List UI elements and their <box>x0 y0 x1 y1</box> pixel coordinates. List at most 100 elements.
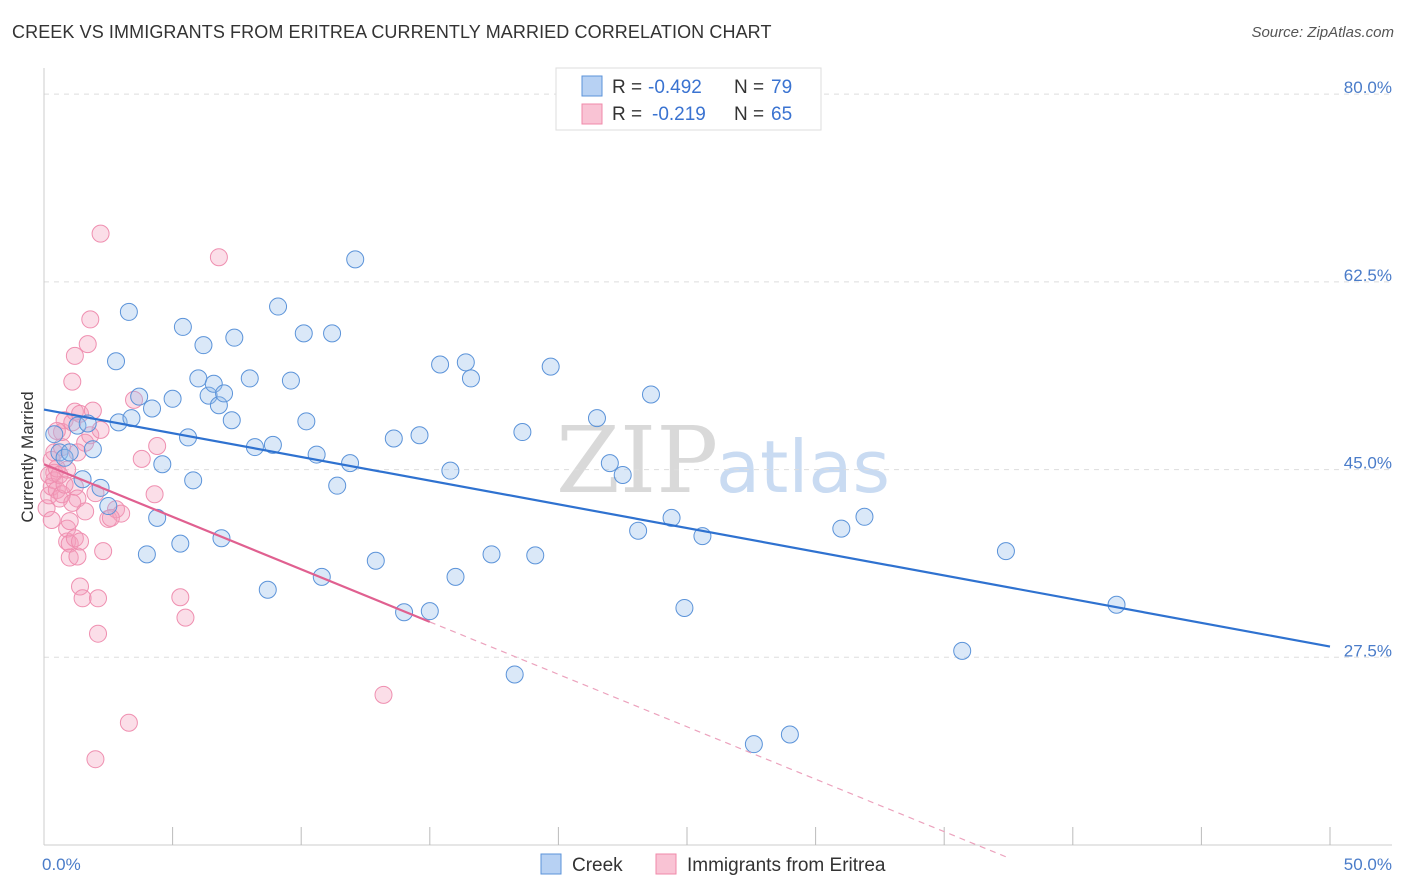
creek-point-61 <box>541 357 560 376</box>
creek-point-53 <box>441 461 460 480</box>
eritrea-point-21 <box>60 512 79 531</box>
creek-point-2 <box>55 448 74 467</box>
eritrea-point-22 <box>63 372 82 391</box>
creek-point-48 <box>384 429 403 448</box>
creek-point-57 <box>482 545 501 564</box>
creek-point-66 <box>641 385 660 404</box>
eritrea-point-35 <box>76 502 95 521</box>
eritrea-point-29 <box>68 547 87 566</box>
creek-point-55 <box>456 353 475 372</box>
creek-point-67 <box>662 508 681 527</box>
x-tick-labels: 0.0% 50.0% <box>42 855 1392 874</box>
eritrea-point-57 <box>86 750 105 769</box>
source-label: Source: ZipAtlas.com <box>1251 24 1394 41</box>
creek-point-37 <box>269 297 288 316</box>
chart-title: CREEK VS IMMIGRANTS FROM ERITREA CURRENT… <box>12 22 772 42</box>
y-axis-label: Currently Married <box>18 391 37 522</box>
eritrea-point-58 <box>374 685 393 704</box>
eritrea-trend-line <box>43 463 431 623</box>
creek-point-58 <box>505 665 524 684</box>
eritrea-point-31 <box>71 532 90 551</box>
eritrea-point-24 <box>65 346 84 365</box>
eritrea-point-59 <box>63 493 82 512</box>
creek-point-60 <box>526 546 545 565</box>
eritrea-point-51 <box>132 449 151 468</box>
creek-point-46 <box>346 250 365 269</box>
creek-point-14 <box>130 387 149 406</box>
x-tick-label-1: 50.0% <box>1344 855 1392 874</box>
creek-point-54 <box>446 567 465 586</box>
eritrea-point-45 <box>94 542 113 561</box>
eritrea-point-56 <box>209 248 228 267</box>
creek-point-63 <box>600 454 619 473</box>
creek-point-23 <box>184 471 203 490</box>
eritrea-point-50 <box>125 390 144 409</box>
eritrea-point-53 <box>148 436 167 455</box>
creek-point-74 <box>953 641 972 660</box>
creek-point-40 <box>297 412 316 431</box>
legend-r-value-eritrea: -0.219 <box>652 104 706 125</box>
creek-point-45 <box>341 454 360 473</box>
bottom-legend-eritrea: Immigrants from Eritrea <box>687 855 886 876</box>
watermark: ZIP atlas <box>556 407 890 514</box>
eritrea-point-52 <box>145 485 164 504</box>
trend-lines <box>43 408 1331 859</box>
creek-point-43 <box>323 324 342 343</box>
bottom-legend-swatch-creek <box>540 853 562 875</box>
creek-point-16 <box>143 399 162 418</box>
creek-point-56 <box>461 369 480 388</box>
creek-point-25 <box>194 336 213 355</box>
legend-n-label-eritrea: N = <box>734 104 764 125</box>
creek-point-9 <box>99 497 118 516</box>
eritrea-point-43 <box>91 224 110 243</box>
creek-point-65 <box>629 521 648 540</box>
legend-swatch-creek <box>581 75 603 97</box>
creek-point-0 <box>45 425 64 444</box>
creek-point-19 <box>163 389 182 408</box>
creek-point-35 <box>258 580 277 599</box>
creek-point-71 <box>780 725 799 744</box>
eritrea-point-32 <box>71 577 90 596</box>
legend: R = -0.492 N = 79 R = -0.219 N = 65 <box>555 67 822 131</box>
eritrea-point-27 <box>65 529 84 548</box>
eritrea-point-18 <box>58 519 77 538</box>
creek-point-70 <box>744 735 763 754</box>
series-eritrea-points <box>37 224 393 769</box>
y-tick-label-1: 45.0% <box>1344 454 1392 473</box>
legend-n-value-creek: 79 <box>771 77 792 98</box>
legend-r-label-eritrea: R = <box>612 104 642 125</box>
watermark-zip: ZIP <box>556 407 718 514</box>
eritrea-point-38 <box>81 426 100 445</box>
creek-point-28 <box>209 396 228 415</box>
eritrea-point-20 <box>60 548 79 567</box>
creek-point-10 <box>107 352 126 371</box>
y-tick-label-2: 62.5% <box>1344 266 1392 285</box>
creek-point-47 <box>366 551 385 570</box>
eritrea-trend-extension <box>429 621 1009 859</box>
creek-point-51 <box>420 602 439 621</box>
legend-n-label-creek: N = <box>734 77 764 98</box>
eritrea-point-41 <box>89 624 108 643</box>
creek-point-24 <box>189 369 208 388</box>
series-creek-points <box>45 250 1126 754</box>
eritrea-point-55 <box>176 608 195 627</box>
creek-point-50 <box>410 426 429 445</box>
creek-point-73 <box>855 507 874 526</box>
eritrea-point-49 <box>119 713 138 732</box>
y-tick-labels: 27.5% 45.0% 62.5% 80.0% <box>1344 78 1392 660</box>
creek-point-21 <box>173 317 192 336</box>
y-tick-label-3: 80.0% <box>1344 78 1392 97</box>
watermark-atlas: atlas <box>716 425 890 509</box>
creek-point-31 <box>222 411 241 430</box>
creek-trend-line <box>43 408 1331 648</box>
creek-point-68 <box>675 598 694 617</box>
legend-n-value-eritrea: 65 <box>771 104 792 125</box>
creek-point-75 <box>996 542 1015 561</box>
eritrea-point-61 <box>47 421 66 440</box>
creek-point-72 <box>832 519 851 538</box>
creek-point-7 <box>83 440 102 459</box>
legend-r-label-creek: R = <box>612 77 642 98</box>
eritrea-point-33 <box>73 589 92 608</box>
creek-point-30 <box>215 384 234 403</box>
creek-point-20 <box>171 534 190 553</box>
